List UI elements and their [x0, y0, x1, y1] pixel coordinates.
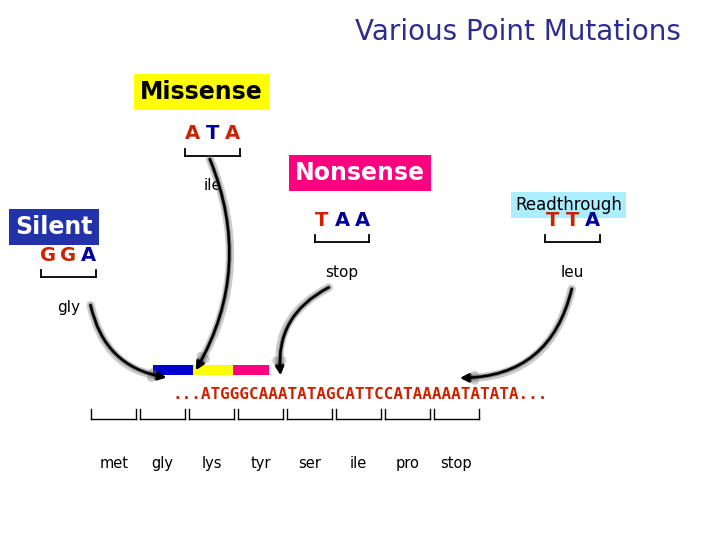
Text: ...ATGGGCAAATATAGCATTCCATAAAAATATATA...: ...ATGGGCAAATATAGCATTCCATAAAAATATATA...	[172, 387, 548, 402]
Text: met: met	[99, 456, 128, 471]
Text: A: A	[184, 124, 200, 143]
Text: A: A	[334, 211, 350, 229]
Bar	[193, 364, 233, 375]
Text: A: A	[585, 211, 600, 229]
Text: gly: gly	[57, 300, 80, 315]
Text: stop: stop	[441, 456, 472, 471]
Text: ile: ile	[350, 456, 367, 471]
Text: Silent: Silent	[15, 215, 93, 239]
Text: stop: stop	[325, 265, 359, 280]
Text: pro: pro	[395, 456, 420, 471]
Text: T: T	[315, 211, 328, 229]
Text: ile: ile	[203, 178, 222, 193]
Text: T: T	[566, 211, 579, 229]
Text: G: G	[60, 246, 76, 265]
Text: lys: lys	[202, 456, 222, 471]
Text: tyr: tyr	[251, 456, 271, 471]
Text: Nonsense: Nonsense	[295, 161, 425, 185]
Bar	[233, 364, 269, 375]
Bar	[153, 364, 193, 375]
Text: Various Point Mutations: Various Point Mutations	[356, 18, 681, 46]
Text: G: G	[40, 246, 56, 265]
Text: A: A	[354, 211, 370, 229]
Text: T: T	[206, 124, 219, 143]
Text: ser: ser	[298, 456, 321, 471]
Text: T: T	[546, 211, 559, 229]
Text: Readthrough: Readthrough	[516, 196, 622, 214]
Text: gly: gly	[152, 456, 174, 471]
Text: leu: leu	[561, 265, 584, 280]
Text: A: A	[225, 124, 240, 143]
Text: A: A	[81, 246, 96, 265]
Text: Missense: Missense	[140, 80, 263, 104]
